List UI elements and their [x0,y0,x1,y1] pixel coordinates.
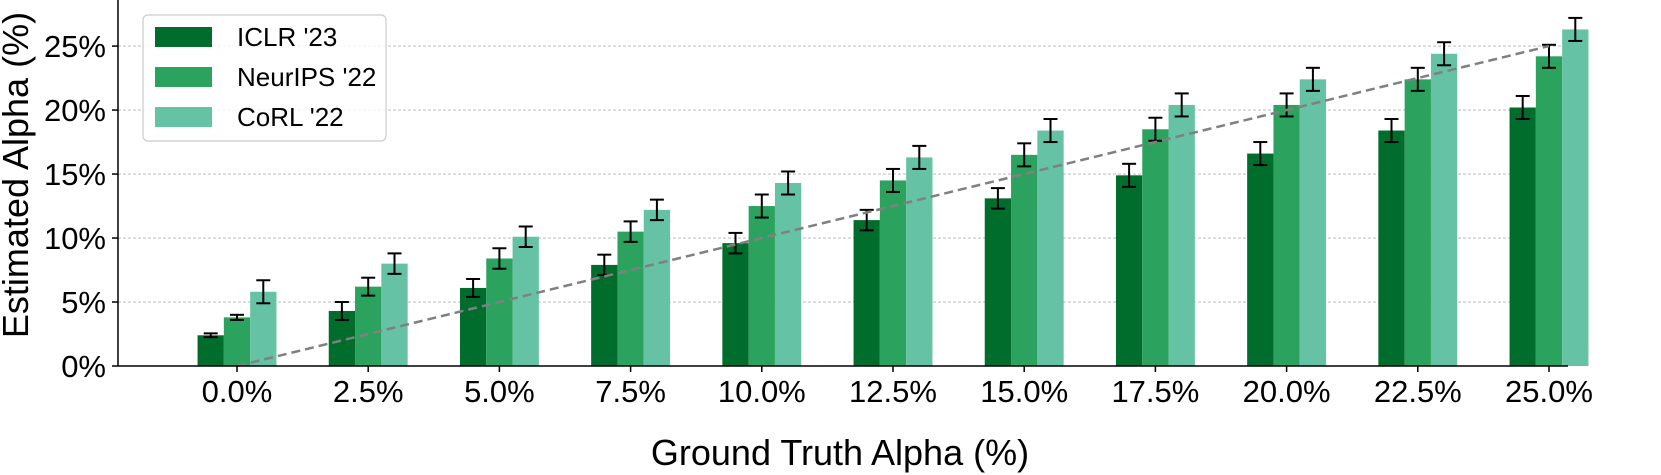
error-bar [1279,92,1294,118]
error-bar [1043,118,1058,144]
y-tick-label: 0% [61,349,106,384]
error-bar [1017,142,1032,168]
error-bar [990,187,1005,210]
bar [1535,56,1563,367]
error-bar [781,170,796,196]
x-tick-label: 0.0% [202,374,273,409]
error-bar [886,167,900,193]
bar [1562,29,1589,367]
reference-diagonal [236,44,1550,368]
x-tick-label: 2.5% [333,374,404,409]
bar [1168,104,1195,366]
bar [591,264,618,366]
y-tick-label: 20% [44,93,106,128]
legend-swatch [155,27,212,47]
x-ticks: 0.0% 2.5% 5.0% 7.5% 10.0% 12.5% 15.0% 17.5% 20.0… [202,366,1593,409]
error-bar [1542,43,1556,69]
bar [1509,107,1536,366]
y-tick-label: 25% [44,29,106,64]
error-bar [754,193,769,219]
bar [197,335,224,366]
legend: ICLR '23 NeurIPS '22 CoRL '22 [142,14,387,142]
bar [1378,130,1405,366]
error-bar [466,277,481,298]
bar [1273,104,1300,366]
bar [722,243,749,366]
bar [1011,154,1038,366]
error-bar [518,225,533,248]
error-bar [912,144,927,170]
bar [748,206,775,366]
legend-label: CoRL '22 [237,102,344,132]
bar [1404,79,1431,367]
error-bar [361,276,376,297]
error-bar [1384,118,1399,144]
bar [1299,79,1327,367]
legend-swatch [155,107,212,127]
error-bar [1253,141,1268,167]
bar [906,157,933,366]
bars [197,29,1589,367]
error-bar [203,332,218,339]
bar [853,220,880,366]
legend-label: NeurIPS '22 [237,62,376,92]
bar [617,231,644,366]
x-tick-label: 15.0% [980,374,1068,409]
bar [223,317,251,366]
y-ticks: 0% 5% 10% 15% 20% 25% [44,29,118,384]
error-bar [1122,162,1137,188]
error-bar [1410,66,1425,92]
x-axis-title: Ground Truth Alpha (%) [651,432,1029,473]
bar [355,286,382,366]
bar [1247,153,1274,366]
x-tick-label: 10.0% [718,374,806,409]
legend-swatch [155,67,212,87]
y-tick-label: 10% [44,221,106,256]
error-bar [649,198,664,222]
error-bar [1305,66,1320,92]
error-bar [1568,16,1583,42]
x-tick-label: 12.5% [849,374,937,409]
error-bar [256,279,271,305]
bar [1142,129,1169,366]
bar [1430,53,1458,366]
error-bar [230,313,244,321]
x-tick-label: 22.5% [1374,374,1462,409]
x-tick-label: 7.5% [595,374,666,409]
x-tick-label: 5.0% [464,374,535,409]
bar [774,183,802,366]
x-tick-label: 25.0% [1505,374,1593,409]
bar [984,198,1012,366]
error-bar [623,220,638,243]
bar [1115,175,1143,366]
bar [879,180,907,366]
bar [643,209,671,366]
error-bar [1174,92,1189,118]
y-tick-label: 15% [44,157,106,192]
error-bar [1515,94,1530,121]
error-bar [728,231,743,255]
y-tick-label: 5% [61,285,106,320]
error-bar [387,252,402,275]
bar [512,236,539,366]
error-bar [334,301,349,321]
error-bar [492,247,507,270]
legend-label: ICLR '23 [237,22,337,52]
bar [459,287,487,366]
axes [117,0,1568,367]
x-tick-label: 20.0% [1243,374,1331,409]
reference-line [236,44,1550,368]
x-tick-label: 17.5% [1111,374,1199,409]
error-bar [1437,41,1452,67]
error-bars [203,16,1583,339]
bar [486,258,513,366]
bar [381,263,408,366]
y-axis-title: Estimated Alpha (%) [0,12,36,338]
